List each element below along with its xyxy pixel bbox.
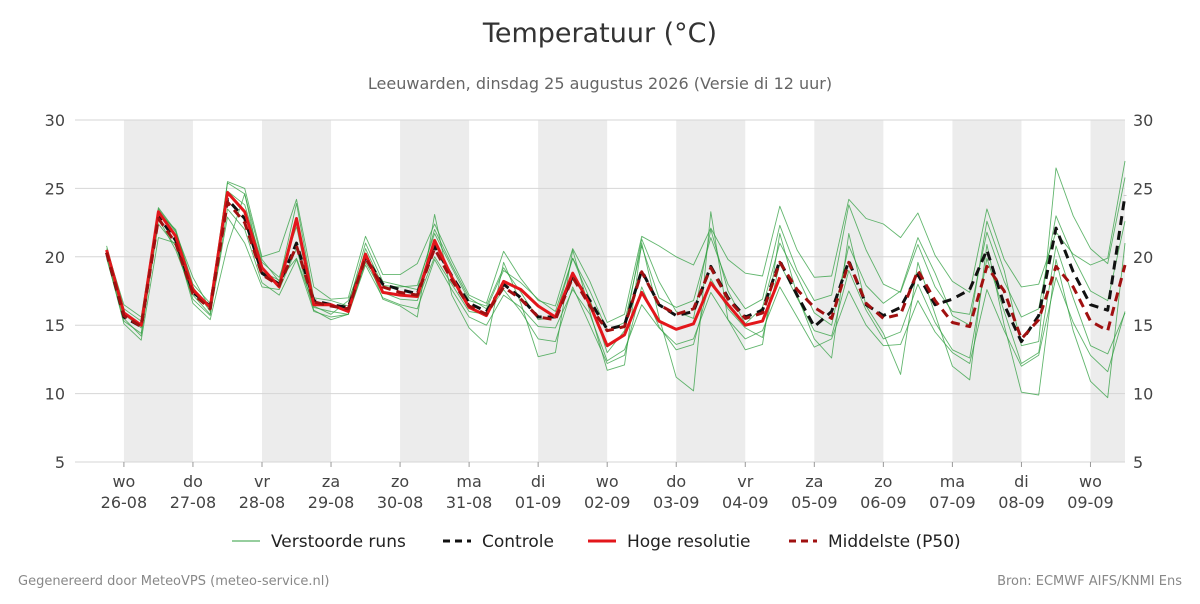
chart-title: Temperatuur (°C) [482, 18, 717, 49]
y-tick-label: 25 [45, 179, 65, 198]
day-shade [676, 120, 746, 462]
legend-label: Controle [482, 532, 554, 552]
y2-tick-label: 25 [1133, 179, 1153, 198]
legend-label: Verstoorde runs [271, 532, 406, 552]
day-shade [123, 120, 193, 462]
y-tick-label: 5 [55, 453, 65, 472]
x-tick-label: do 03-09 [653, 472, 700, 512]
y2-tick-label: 10 [1133, 385, 1153, 404]
y2-tick-label: 15 [1133, 316, 1153, 335]
x-tick-label: za 05-09 [791, 472, 838, 512]
y-tick-label: 15 [45, 316, 65, 335]
member-line [106, 160, 1126, 323]
x-tick-label: wo 02-09 [584, 472, 631, 512]
x-tick-label: wo 09-09 [1067, 472, 1114, 512]
x-tick-label: ma 07-09 [929, 472, 976, 512]
x-tick-label: do 27-08 [170, 472, 217, 512]
y-tick-label: 10 [45, 385, 65, 404]
x-tick-label: za 29-08 [308, 472, 355, 512]
legend-label: Middelste (P50) [828, 532, 961, 552]
x-tick-label: wo 26-08 [101, 472, 148, 512]
y2-tick-label: 30 [1133, 111, 1153, 130]
day-shade [538, 120, 608, 462]
day-shade [261, 120, 332, 462]
x-tick-label: zo 30-08 [377, 472, 424, 512]
legend-label: Hoge resolutie [627, 532, 751, 552]
x-tick-label: di 01-09 [515, 472, 562, 512]
series-line [105, 200, 1127, 341]
y2-tick-label: 20 [1133, 248, 1153, 267]
x-tick-label: vr 28-08 [239, 472, 286, 512]
y2-tick-label: 5 [1133, 453, 1143, 472]
x-tick-label: zo 06-09 [860, 472, 907, 512]
x-tick-label: ma 31-08 [446, 472, 493, 512]
member-line [106, 208, 1126, 373]
x-tick-label: di 08-09 [998, 472, 1045, 512]
y-tick-label: 20 [45, 248, 65, 267]
chart-subtitle: Leeuwarden, dinsdag 25 augustus 2026 (Ve… [368, 74, 832, 93]
y-tick-label: 30 [45, 111, 65, 130]
member-line [106, 216, 1126, 364]
member-line [106, 193, 1126, 399]
footer-source: Bron: ECMWF AIFS/KNMI Ens [997, 574, 1182, 589]
x-tick-label: vr 04-09 [722, 472, 769, 512]
footer-credit: Gegenereerd door MeteoVPS (meteo-service… [18, 574, 329, 589]
